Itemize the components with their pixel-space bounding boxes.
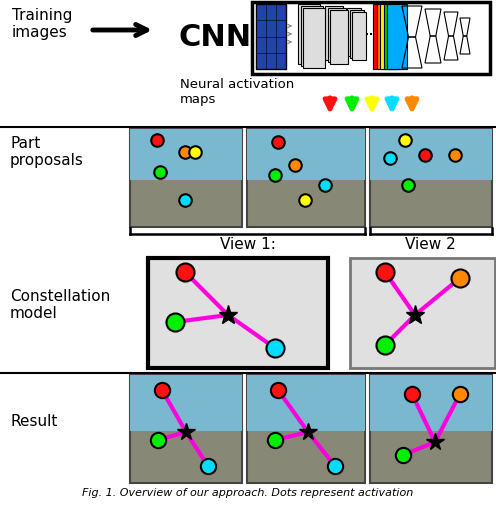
Bar <box>370 129 492 180</box>
Bar <box>247 129 365 180</box>
Text: Constellation
model: Constellation model <box>10 289 110 321</box>
Bar <box>247 375 365 431</box>
Bar <box>350 10 364 58</box>
Bar <box>380 4 400 69</box>
Bar <box>370 375 492 483</box>
Text: Training
images: Training images <box>12 8 72 40</box>
Text: Part
proposals: Part proposals <box>10 136 84 168</box>
Bar <box>376 4 396 69</box>
Bar <box>373 4 393 69</box>
Bar <box>298 4 320 64</box>
Text: Neural activation
maps: Neural activation maps <box>180 78 294 106</box>
Text: CNN: CNN <box>178 24 251 53</box>
Bar <box>130 375 242 431</box>
Bar <box>347 8 361 56</box>
Bar <box>148 258 328 368</box>
Bar <box>130 129 242 180</box>
Bar <box>327 8 346 62</box>
Text: Fig. 1. Overview of our approach. Dots represent activation: Fig. 1. Overview of our approach. Dots r… <box>82 488 414 498</box>
Bar <box>130 375 242 483</box>
Bar <box>303 8 325 68</box>
Bar <box>256 4 286 69</box>
Bar <box>330 10 348 64</box>
Bar <box>370 375 492 431</box>
Bar <box>247 375 365 483</box>
Text: Result: Result <box>10 415 58 430</box>
Bar <box>252 2 490 74</box>
Bar <box>350 258 495 368</box>
Text: View 1:: View 1: <box>220 237 276 252</box>
Bar <box>130 129 242 227</box>
Bar <box>352 12 366 60</box>
Bar <box>325 6 343 60</box>
Bar <box>247 129 365 227</box>
Bar <box>301 6 322 66</box>
Bar <box>370 129 492 227</box>
Bar <box>387 4 407 69</box>
Bar <box>383 4 404 69</box>
Text: View 2: View 2 <box>405 237 455 252</box>
